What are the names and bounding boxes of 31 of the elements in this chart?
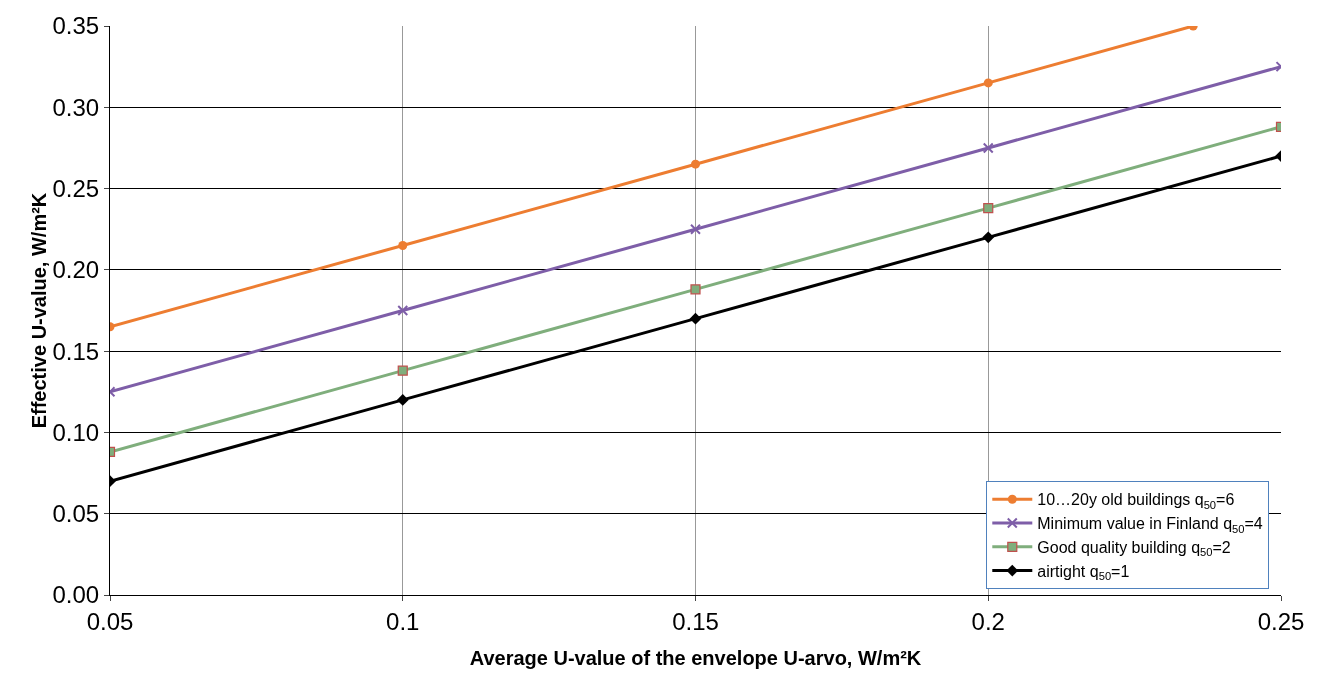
- x-axis-title: Average U-value of the envelope U-arvo, W/m²K: [469, 647, 922, 669]
- y-tick-label: 0.00: [52, 581, 100, 609]
- x-tick-label: 0.1: [386, 607, 420, 635]
- y-tick-label: 0.25: [52, 174, 100, 202]
- x-tick-label: 0.05: [86, 607, 134, 635]
- point: [982, 142, 994, 154]
- point: [982, 231, 995, 244]
- y-tick-label: 0.35: [52, 12, 100, 40]
- legend-label: 10…20y old buildings q$_{50}$=6: [1037, 491, 1235, 511]
- point: [689, 312, 702, 325]
- legend-label: Minimum value in Finland q$_{50}$=4: [1037, 515, 1263, 535]
- point: [398, 240, 408, 250]
- x-tick-label: 0.25: [1257, 607, 1305, 635]
- x-tick-label: 0.2: [971, 607, 1005, 635]
- point: [396, 394, 409, 406]
- y-tick-label: 0.05: [52, 500, 100, 528]
- y-tick-label: 0.30: [52, 93, 100, 121]
- point: [690, 223, 701, 235]
- y-tick-label: 0.15: [52, 337, 100, 365]
- y-tick-label: 0.10: [52, 418, 100, 446]
- point: [691, 159, 700, 169]
- legend-label: airtight q$_{50}$=1: [1037, 562, 1130, 583]
- legend-label: Good quality building q$_{50}$=2: [1037, 539, 1231, 559]
- x-tick-label: 0.15: [672, 607, 719, 635]
- point: [397, 365, 408, 376]
- point: [983, 78, 993, 88]
- y-axis-title: Effective U-value, W/m²K: [28, 192, 51, 429]
- point: [397, 305, 409, 316]
- point: [690, 284, 701, 295]
- y-tick-label: 0.20: [52, 256, 100, 284]
- point: [983, 202, 994, 214]
